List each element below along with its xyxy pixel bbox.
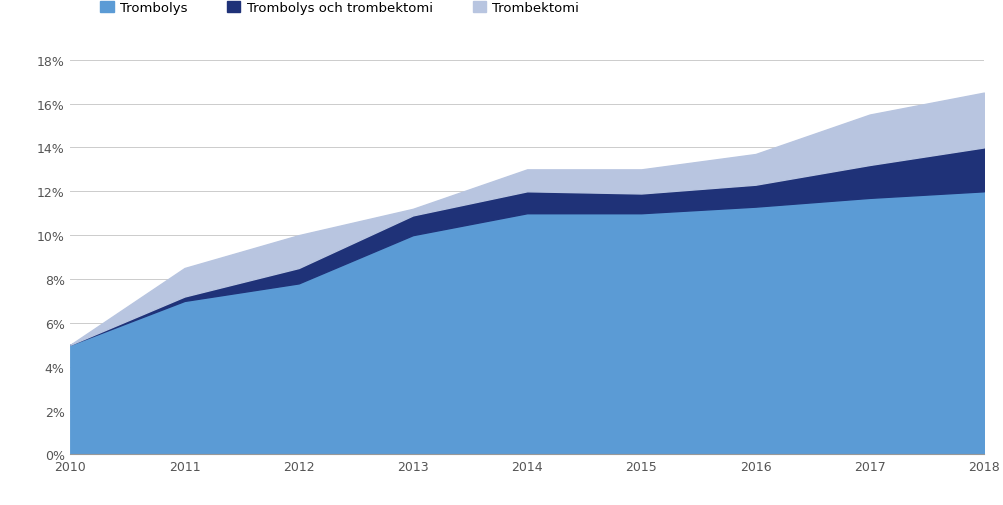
Legend: Trombolys, Trombolys och trombektomi, Trombektomi: Trombolys, Trombolys och trombektomi, Tr… — [95, 0, 584, 20]
